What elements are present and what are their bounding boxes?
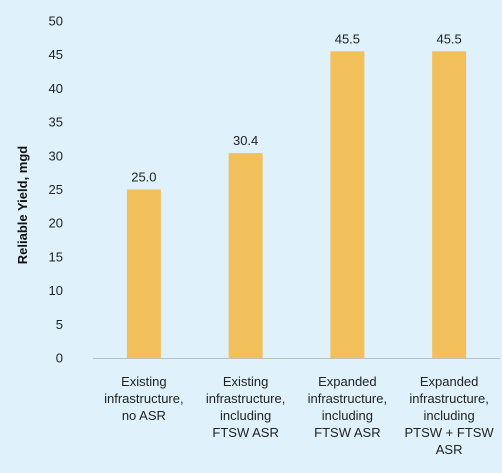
bar — [126, 189, 161, 358]
data-label: 45.5 — [436, 31, 461, 46]
y-tick-label: 10 — [49, 283, 63, 298]
y-tick-label: 35 — [49, 115, 63, 130]
y-tick-label: 20 — [49, 216, 63, 231]
category-label: Expanded infrastructure, including PTSW + F… — [405, 374, 495, 457]
bar — [228, 153, 263, 358]
bars — [126, 51, 467, 359]
y-tick-label: 30 — [49, 148, 63, 163]
bar — [432, 51, 467, 359]
y-axis-label: Reliable Yield, mgd — [15, 146, 30, 265]
data-labels: 25.0 30.4 45.5 45.5 — [131, 31, 462, 184]
y-tick-label: 40 — [49, 81, 63, 96]
category-label: Existing infrastructure, no ASR — [104, 374, 183, 423]
y-tick-label: 25 — [49, 182, 63, 197]
bar — [330, 51, 365, 359]
data-label: 30.4 — [233, 133, 258, 148]
y-tick-label: 45 — [49, 47, 63, 62]
y-tick-label: 0 — [56, 351, 63, 366]
data-label: 45.5 — [335, 31, 360, 46]
y-tick-label: 15 — [49, 249, 63, 264]
y-tick-label: 5 — [56, 317, 63, 332]
category-label: Existing infrastructure, including FTSW ASR — [206, 374, 285, 440]
data-label: 25.0 — [131, 170, 156, 185]
y-tick-label: 50 — [49, 14, 63, 29]
category-labels: Existing infrastructure, no ASR Existing inf… — [104, 374, 494, 457]
category-label: Expanded infrastructure, including FTSW ASR — [308, 374, 387, 440]
y-axis-ticks: 0 5 10 15 20 25 30 35 40 45 50 — [49, 14, 63, 366]
